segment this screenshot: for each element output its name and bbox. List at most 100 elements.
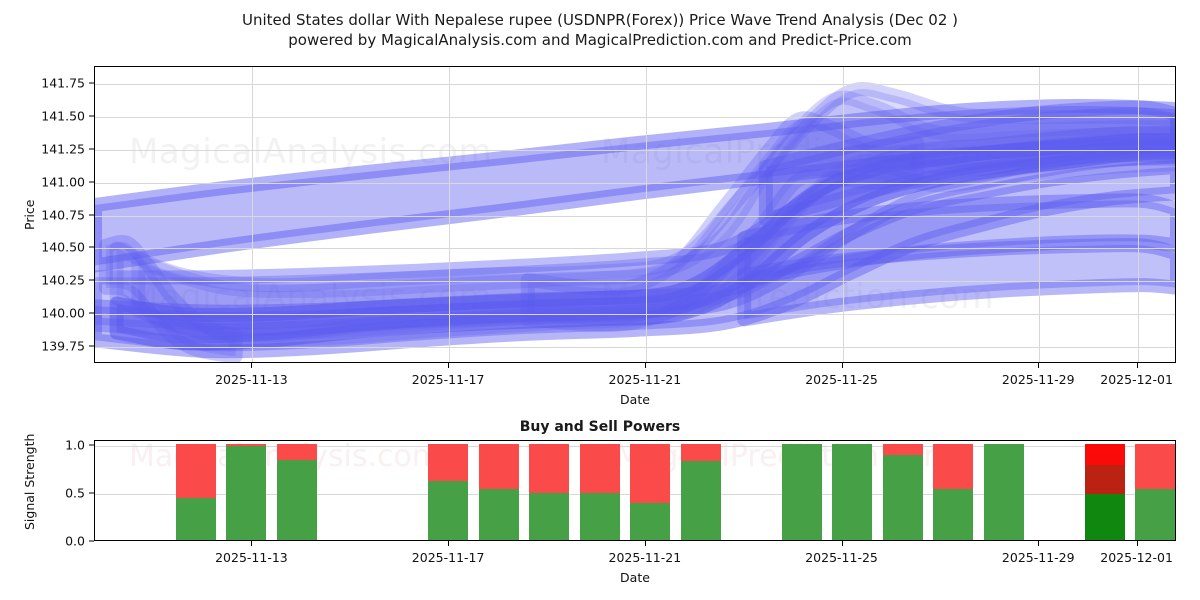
chart-title-line-1: United States dollar With Nepalese rupee… xyxy=(241,11,959,29)
signal-bar[interactable] xyxy=(882,441,923,540)
signal-x-tick-mark xyxy=(1136,541,1138,546)
price-y-tick-mark xyxy=(89,115,94,117)
signal-bar-segment-sell xyxy=(1135,443,1175,489)
signal-bar-segment-sell xyxy=(277,443,317,461)
signal-bar-segment-buy xyxy=(277,460,317,540)
price-x-tick-mark xyxy=(251,363,253,368)
signal-bar-segment-buy-strong xyxy=(1084,493,1125,540)
price-gridline xyxy=(95,281,1175,283)
signal-bar-segment-buy xyxy=(933,489,974,540)
price-gridline-vertical xyxy=(252,67,254,362)
price-gridline xyxy=(95,84,1175,86)
chart-title: United States dollar With Nepalese rupee… xyxy=(0,10,1200,50)
signal-bar-segment-buy xyxy=(832,443,873,540)
price-y-tick-mark xyxy=(89,181,94,183)
signal-bar[interactable] xyxy=(983,441,1024,540)
wave-band-spike-left-wedge xyxy=(98,234,243,362)
price-gridline-vertical xyxy=(645,67,647,362)
price-gridline-vertical xyxy=(1137,67,1139,362)
price-x-tick-mark xyxy=(1038,363,1040,368)
signal-bar[interactable] xyxy=(933,441,974,540)
price-x-tick-mark xyxy=(1136,363,1138,368)
signal-bar-segment-buy xyxy=(175,497,216,540)
signal-x-tick-label: 2025-11-17 xyxy=(411,550,485,565)
signal-bar[interactable] xyxy=(529,441,570,540)
signal-x-tick-label: 2025-11-29 xyxy=(1001,550,1075,565)
signal-y-tick-label: 0.0 xyxy=(65,533,85,549)
signal-bar-segment-sell xyxy=(175,443,216,498)
chart-title-line-2: powered by MagicalAnalysis.com and Magic… xyxy=(288,31,912,49)
signal-bar-segment-sell xyxy=(579,443,620,493)
signal-x-tick-mark xyxy=(1038,541,1040,546)
signal-x-tick-label: 2025-12-01 xyxy=(1100,550,1173,565)
signal-bar[interactable] xyxy=(1084,441,1125,540)
wave-band-mid-rise-wedge xyxy=(520,111,925,332)
signal-y-tick-mark xyxy=(89,492,94,494)
signal-bar-segment-sell xyxy=(882,443,923,456)
price-y-tick-label: 140.25 xyxy=(41,272,85,288)
signal-x-tick-label: 2025-11-25 xyxy=(805,550,878,565)
signal-x-tick-mark xyxy=(644,541,646,546)
signal-bar[interactable] xyxy=(630,441,671,540)
signal-y-tick-label: 0.5 xyxy=(65,485,85,501)
price-y-tick-label: 139.75 xyxy=(41,338,85,354)
price-y-tick-label: 140.50 xyxy=(41,239,85,255)
signal-bar-segment-buy xyxy=(781,443,822,540)
signal-x-tick-mark xyxy=(841,541,843,546)
signal-bar-segment-buy xyxy=(630,503,671,540)
wave-band-right-mid-cap-band xyxy=(737,193,1175,287)
signal-bar[interactable] xyxy=(428,441,469,540)
signal-bar[interactable] xyxy=(1135,441,1175,540)
price-x-tick-mark xyxy=(448,363,450,368)
signal-bar[interactable] xyxy=(680,441,721,540)
price-y-tick-mark xyxy=(89,148,94,150)
price-axis-label: Price xyxy=(22,199,37,231)
price-gridline xyxy=(95,314,1175,316)
signal-bar-segment-sell xyxy=(630,443,671,504)
price-y-tick-mark xyxy=(89,312,94,314)
signal-bar-segment-sell xyxy=(1084,443,1125,465)
price-y-tick-label: 140.75 xyxy=(41,207,85,222)
signal-bar-segment-sell xyxy=(680,443,721,462)
signal-bar[interactable] xyxy=(579,441,620,540)
signal-bar[interactable] xyxy=(832,441,873,540)
signal-bar-segment-buy xyxy=(1135,489,1175,540)
price-y-tick-mark xyxy=(89,82,94,84)
price-x-tick-label: 2025-12-01 xyxy=(1100,372,1173,387)
price-gridline xyxy=(95,248,1175,250)
price-wave-chart-plot-area: MagicalAnalysis.com MagicalPrediction.co… xyxy=(94,66,1176,363)
signal-x-tick-mark xyxy=(251,541,253,546)
signal-x-tick-mark xyxy=(448,541,450,546)
price-y-tick-mark xyxy=(89,345,94,347)
price-x-tick-label: 2025-11-29 xyxy=(1001,372,1075,387)
buy-sell-chart-plot-area: MagicalAnalysis.com MagicalPrediction.co… xyxy=(94,440,1176,541)
signal-strength-axis-label: Signal Strength xyxy=(22,433,37,530)
buy-sell-chart-title: Buy and Sell Powers xyxy=(519,419,681,435)
price-y-tick-label: 140.00 xyxy=(41,305,85,321)
signal-bar-segment-sell xyxy=(529,443,570,493)
signal-bar-segment-buy xyxy=(226,445,267,540)
price-y-tick-mark xyxy=(89,214,94,215)
signal-bar-segment-sell xyxy=(226,443,267,446)
price-y-tick-mark xyxy=(89,246,94,248)
price-x-tick-mark xyxy=(841,363,843,368)
price-y-tick-label: 141.25 xyxy=(41,141,85,157)
price-gridline xyxy=(95,215,1175,217)
signal-x-tick-label: 2025-11-21 xyxy=(608,550,682,565)
price-chart-x-axis-label: Date xyxy=(620,392,650,407)
signal-bar-segment-buy xyxy=(478,489,519,540)
signal-y-tick-mark xyxy=(89,540,94,542)
signal-bar-segment-buy xyxy=(983,443,1024,540)
signal-bar-segment-buy xyxy=(529,492,570,540)
signal-bar[interactable] xyxy=(175,441,216,540)
wave-band-core-dense-band xyxy=(109,133,1175,351)
signal-bar[interactable] xyxy=(781,441,822,540)
price-y-tick-label: 141.75 xyxy=(41,75,85,91)
signal-bar[interactable] xyxy=(478,441,519,540)
signal-bar-segment-buy xyxy=(680,461,721,540)
signal-bar[interactable] xyxy=(277,441,317,540)
wave-band-upper-channel-band xyxy=(95,99,1175,273)
signal-bar[interactable] xyxy=(226,441,267,540)
signal-bar-segment-buy xyxy=(579,492,620,540)
price-gridline xyxy=(95,182,1175,184)
